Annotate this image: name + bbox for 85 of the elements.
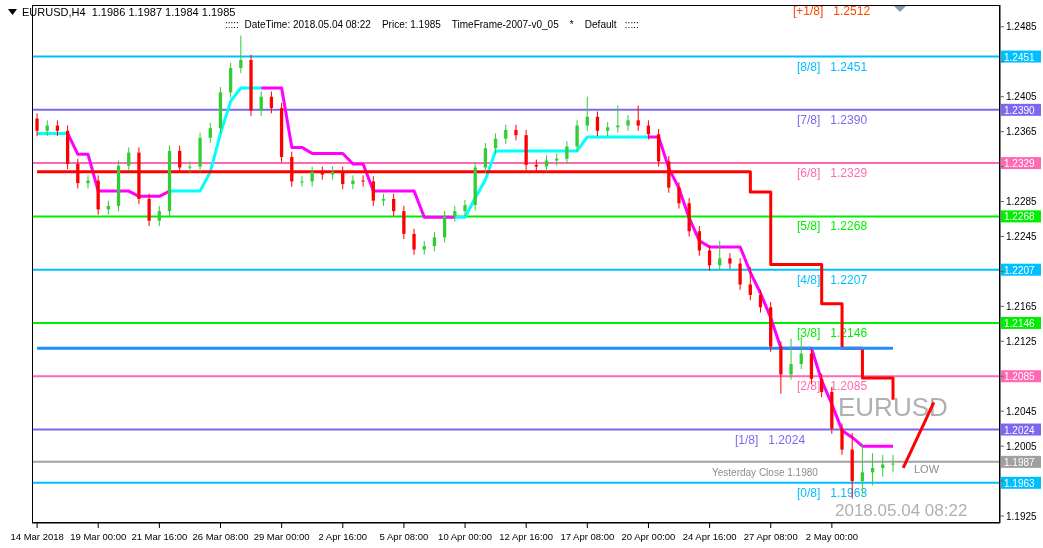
x-tick-label: 12 Apr 16:00 xyxy=(499,531,554,542)
candlestick xyxy=(891,454,895,473)
candlestick xyxy=(707,244,712,272)
y-tick-label: 1.2365 xyxy=(1006,126,1038,138)
candlestick xyxy=(585,96,589,132)
x-tick-label: 19 Mar 00:00 xyxy=(70,531,127,542)
ref-line-label: 1.2024 xyxy=(1004,424,1036,436)
ref-line-label: 1.2085 xyxy=(1004,371,1036,383)
annotation: [8/8] 1.2451 xyxy=(797,59,868,74)
annotation: ::::: DateTime: 2018.05.04 08:22 Price: 1.1985 TimeFrame-2007-v0_05 * Default ::::: xyxy=(225,19,639,30)
x-tick-label: 26 Mar 08:00 xyxy=(192,531,249,542)
ref-line-label: 1.2268 xyxy=(1004,211,1036,223)
candlestick xyxy=(157,205,161,227)
x-tick-label: 17 Apr 08:00 xyxy=(560,531,615,542)
y-tick-label: 1.2245 xyxy=(1006,231,1038,243)
candlestick xyxy=(575,119,579,153)
candlestick xyxy=(595,111,600,137)
annotation: Yesterday Close 1.1980 xyxy=(712,467,818,478)
candlestick xyxy=(504,124,508,145)
candlestick xyxy=(412,228,416,256)
candlestick xyxy=(483,142,488,174)
x-tick-label: 20 Apr 00:00 xyxy=(621,531,676,542)
x-tick-label: 27 Apr 08:00 xyxy=(743,531,798,542)
annotation: [+1/8] 1.2512 xyxy=(793,4,871,19)
annotation: [6/8] 1.2329 xyxy=(797,166,868,181)
ref-line-label: 1.2207 xyxy=(1004,264,1036,276)
candlestick xyxy=(259,90,263,117)
candlestick xyxy=(147,193,151,227)
candlestick xyxy=(636,104,640,132)
candlestick xyxy=(840,422,844,456)
annotation: [2/8] 1.2085 xyxy=(797,379,868,394)
candlestick xyxy=(626,114,630,132)
candlestick xyxy=(881,454,885,478)
candlestick xyxy=(392,193,396,217)
candlestick xyxy=(565,140,569,165)
y-tick-label: 1.2125 xyxy=(1006,335,1038,347)
ref-line-label: 1.2451 xyxy=(1004,51,1036,63)
y-tick-label: 1.2165 xyxy=(1006,300,1038,312)
candlestick xyxy=(442,210,447,244)
candlestick xyxy=(758,289,763,313)
x-tick-label: 2 Apr 16:00 xyxy=(318,531,368,542)
annotation: [7/8] 1.2390 xyxy=(797,112,868,127)
annotation: [5/8] 1.2268 xyxy=(797,219,868,234)
candlestick xyxy=(127,146,131,172)
candlestick xyxy=(35,112,39,137)
x-tick-label: 10 Apr 00:00 xyxy=(438,531,492,542)
ref-line-label: 1.2146 xyxy=(1004,317,1036,329)
candlestick xyxy=(718,240,722,272)
y-tick-label: 1.2485 xyxy=(1006,21,1038,33)
x-tick-label: 21 Mar 16:00 xyxy=(131,531,188,542)
ref-line-label: 1.2390 xyxy=(1004,104,1036,116)
y-tick-label: 1.2405 xyxy=(1006,91,1038,103)
ref-line-label: 1.1987 xyxy=(1004,456,1036,468)
ref-line-label: 1.2329 xyxy=(1004,158,1036,170)
candlestick xyxy=(463,199,467,217)
x-tick-label: 5 Apr 08:00 xyxy=(379,531,429,542)
candlestick xyxy=(208,122,212,144)
candlestick xyxy=(697,225,701,257)
x-tick-label: 29 Mar 00:00 xyxy=(253,531,310,542)
y-tick-label: 1.2045 xyxy=(1006,405,1038,417)
annotation: 2018.05.04 08:22 xyxy=(835,501,968,521)
candlestick xyxy=(239,35,243,74)
x-tick-label: 2 May 00:00 xyxy=(805,531,859,542)
y-tick-label: 1.2285 xyxy=(1006,196,1038,208)
x-tick-label: 14 Mar 2018 xyxy=(10,531,64,542)
candlestick xyxy=(738,257,742,291)
y-tick-label: 1.1925 xyxy=(1006,510,1038,522)
candlestick xyxy=(677,181,681,210)
candlestick xyxy=(300,175,304,188)
ref-line-label: 1.1963 xyxy=(1004,477,1036,489)
candlestick xyxy=(819,373,824,398)
candlestick xyxy=(432,231,437,252)
annotation: [1/8] 1.2024 xyxy=(735,432,806,447)
y-tick-label: 1.2005 xyxy=(1006,440,1038,452)
annotation: LOW xyxy=(914,463,940,476)
candlestick xyxy=(728,252,732,270)
candlestick xyxy=(371,175,375,207)
candlestick xyxy=(402,205,406,240)
candlestick xyxy=(351,174,355,190)
candlestick xyxy=(789,338,793,381)
annotation: [4/8] 1.2207 xyxy=(797,272,868,287)
candlestick xyxy=(361,174,365,188)
candlestick xyxy=(514,124,518,141)
x-tick-label: 24 Apr 16:00 xyxy=(682,531,737,542)
candlestick xyxy=(188,160,192,174)
